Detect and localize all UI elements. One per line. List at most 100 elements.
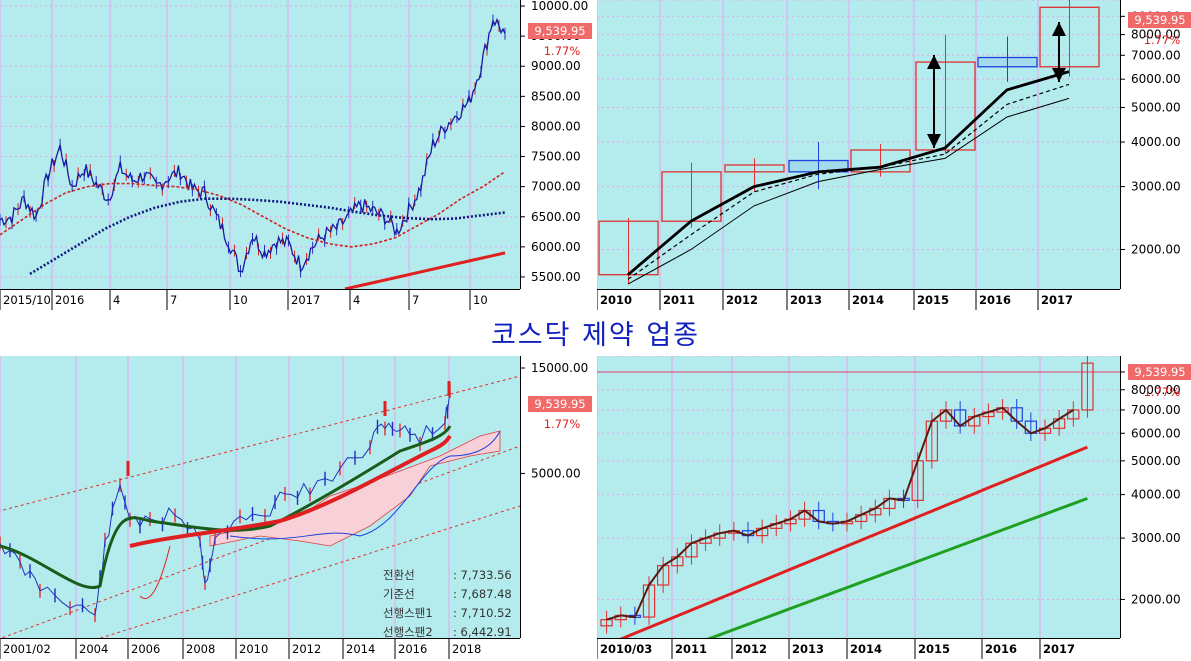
x-tick-label: 2015/10 — [3, 293, 51, 307]
y-tick-label: 8000.00 — [1131, 28, 1181, 42]
moving-average-mid — [619, 445, 1088, 638]
candle-body — [1081, 362, 1094, 411]
x-tick-label: 4 — [353, 293, 360, 307]
x-tick-label: 2012 — [292, 642, 321, 656]
y-tick-label: 7000.00 — [531, 180, 581, 194]
x-tick-label: 2012 — [735, 642, 767, 656]
lagging-span — [139, 545, 171, 599]
quarterly-x-axis: 2010/03 2011 2012 2013 2014 2015 2016 2017 — [597, 638, 1120, 660]
x-tick-label: 2014 — [852, 293, 884, 307]
x-tick-label: 2016 — [55, 293, 84, 307]
y-tick-label: 8500.00 — [531, 89, 581, 103]
last-price-label: 9,539.95 — [534, 397, 585, 411]
trend-channel-line — [99, 505, 520, 638]
change-pct-label: 1.77% — [544, 417, 581, 431]
candle-body — [915, 61, 976, 151]
daily-plot-area[interactable] — [0, 0, 520, 289]
last-price-tag — [528, 23, 592, 39]
series-line — [0, 17, 506, 274]
y-tick-label: 5000.00 — [531, 466, 581, 480]
change-pct-label: 1.77% — [1144, 385, 1181, 399]
last-price-label: 9,539.95 — [1134, 365, 1185, 379]
y-tick-label: 6000.00 — [1131, 72, 1181, 86]
candle-body — [600, 619, 613, 627]
base-line — [0, 425, 452, 590]
x-tick-label: 2015 — [917, 293, 949, 307]
y-tick-label: 3000.00 — [1131, 531, 1181, 545]
daily-y-axis: 5500.00 6000.00 6500.00 7000.00 7500.00 8000.… — [520, 0, 596, 289]
y-tick-label: 8000.00 — [1131, 383, 1181, 397]
annotation-arrowhead — [1052, 68, 1066, 82]
x-tick-label: 2017 — [291, 293, 320, 307]
x-tick-label: 2016 — [398, 642, 427, 656]
leading-span — [229, 430, 501, 540]
y-tick-label: 6000.00 — [1131, 426, 1181, 440]
x-tick-label: 10 — [233, 293, 248, 307]
x-tick-label: 2017 — [1041, 293, 1073, 307]
quarterly-y-axis: 2000.00 3000.00 4000.00 5000.00 6000.00 7000.… — [1120, 356, 1191, 638]
price-line — [0, 390, 451, 616]
change-pct-label: 1.77% — [544, 44, 581, 58]
yearly-y-axis: 2000.00 3000.00 4000.00 5000.00 6000.00 7000.… — [1120, 0, 1191, 289]
monthly-plot-area[interactable] — [0, 356, 520, 638]
x-tick-label: 2017 — [1043, 642, 1075, 656]
y-tick-label: 8000.00 — [531, 119, 581, 133]
x-tick-label: 2011 — [663, 293, 695, 307]
x-tick-label: 7 — [412, 293, 419, 307]
ichimoku-row: 전환선: 7,733.56 — [383, 568, 512, 582]
quarterly-plot-area[interactable] — [597, 356, 1120, 638]
x-tick-label: 2013 — [790, 293, 822, 307]
ichimoku-legend: 전환선: 7,733.56 기준선: 7,687.48 선행스팬1: 7,710… — [383, 567, 523, 643]
annotation-arrowhead — [927, 55, 941, 69]
last-price-tag — [1128, 364, 1191, 380]
yearly-chart-svg — [597, 0, 1120, 289]
last-price-label: 9,539.95 — [1134, 13, 1185, 27]
ichimoku-row: 기준선: 7,687.48 — [383, 587, 512, 601]
candle-body — [1039, 6, 1100, 68]
x-tick-label: 2008 — [186, 642, 215, 656]
x-tick-label: 10 — [473, 293, 488, 307]
y-tick-label: 5000.00 — [1131, 100, 1181, 114]
x-tick-label: 2010 — [600, 293, 632, 307]
moving-average-line — [627, 97, 1070, 285]
series-line — [0, 170, 506, 248]
x-tick-label: 2013 — [792, 642, 824, 656]
annotation-arrowhead — [927, 134, 941, 148]
x-tick-label: 2016 — [985, 642, 1017, 656]
x-tick-label: 2016 — [979, 293, 1011, 307]
x-tick-label: 2006 — [131, 642, 160, 656]
yearly-x-axis: 2010 2011 2012 2013 2014 2015 2016 2017 — [597, 289, 1120, 310]
y-tick-label: 9000.00 — [531, 59, 581, 73]
y-tick-label: 7000.00 — [1131, 403, 1181, 417]
monthly-chart-svg — [0, 356, 520, 638]
y-tick-label: 5000.00 — [1131, 454, 1181, 468]
y-tick-label: 6000.00 — [531, 240, 581, 254]
y-tick-label: 5500.00 — [531, 270, 581, 284]
series-line — [29, 197, 506, 276]
y-tick-label: 10000.00 — [531, 0, 588, 13]
series-line — [344, 251, 506, 289]
y-tick-label: 15000.00 — [531, 361, 588, 375]
change-pct-label: 1.77% — [1144, 33, 1181, 47]
trend-channel-line — [0, 375, 520, 512]
page-title: 코스닥 제약 업종 — [490, 320, 701, 351]
last-price-tag — [1128, 12, 1191, 28]
monthly-y-axis: 5000.00 15000.00 9,539.95 1.77% — [520, 356, 596, 638]
ichimoku-row: 선행스팬1: 7,710.52 — [383, 606, 512, 620]
x-tick-label: 2001/02 — [3, 642, 51, 656]
moving-average-line — [129, 434, 452, 548]
y-tick-label: 6500.00 — [531, 210, 581, 224]
candle-body — [724, 164, 785, 173]
x-tick-label: 2010 — [239, 642, 268, 656]
x-tick-label: 2004 — [79, 642, 108, 656]
x-tick-label: 2012 — [726, 293, 758, 307]
moving-average-line — [627, 83, 1070, 280]
y-tick-label: 2000.00 — [1131, 592, 1181, 606]
x-tick-label: 2010/03 — [600, 642, 652, 656]
daily-chart-svg — [0, 0, 520, 289]
yearly-plot-area[interactable] — [597, 0, 1120, 289]
x-tick-label: 2018 — [452, 642, 481, 656]
x-tick-label: 2014 — [850, 642, 882, 656]
candle-body — [850, 149, 911, 173]
y-tick-label: 4000.00 — [1131, 488, 1181, 502]
